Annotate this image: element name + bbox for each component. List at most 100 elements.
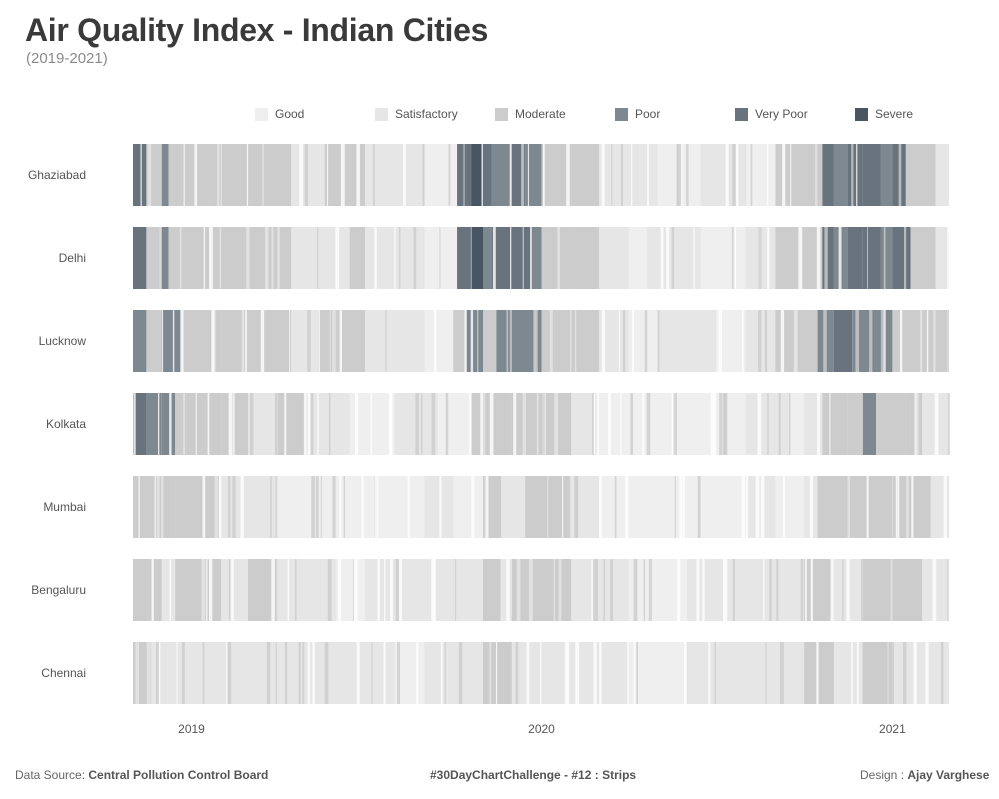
aqi-strip [466, 310, 483, 372]
aqi-day-line [755, 476, 760, 538]
aqi-day-line [183, 393, 185, 455]
aqi-strip [161, 559, 176, 621]
aqi-day-line [526, 642, 530, 704]
aqi-strip [277, 642, 307, 704]
aqi-day-line [413, 227, 417, 289]
aqi-day-line [415, 393, 419, 455]
aqi-day-line [914, 642, 917, 704]
aqi-day-line [509, 310, 512, 372]
aqi-day-line [592, 559, 596, 621]
aqi-day-line [395, 559, 400, 621]
aqi-day-line [657, 310, 660, 372]
aqi-day-line [943, 476, 947, 538]
aqi-day-line [484, 476, 486, 538]
aqi-day-line [194, 144, 198, 206]
aqi-day-line [847, 476, 850, 538]
aqi-strip [133, 227, 147, 289]
aqi-day-line [780, 310, 785, 372]
aqi-strip [657, 476, 716, 538]
aqi-strip [822, 393, 848, 455]
aqi-strip [745, 393, 789, 455]
aqi-day-line [883, 310, 886, 372]
aqi-day-line [431, 393, 436, 455]
aqi-strip [191, 227, 222, 289]
aqi-day-line [335, 227, 340, 289]
aqi-day-line [169, 393, 172, 455]
aqi-strip [336, 642, 366, 704]
aqi-strip [175, 476, 192, 538]
aqi-day-line [686, 144, 689, 206]
data-source-prefix: Data Source: [15, 768, 89, 782]
aqi-day-line [919, 310, 923, 372]
aqi-strip [277, 393, 307, 455]
aqi-day-line [140, 144, 142, 206]
aqi-day-line [925, 642, 929, 704]
aqi-day-line [385, 310, 387, 372]
aqi-day-line [621, 144, 623, 206]
aqi-day-line [684, 642, 687, 704]
aqi-strip [775, 144, 805, 206]
legend-label: Satisfactory [395, 107, 458, 121]
aqi-day-line [618, 310, 620, 372]
aqi-strip [483, 393, 512, 455]
aqi-strip [876, 393, 906, 455]
aqi-day-line [660, 227, 664, 289]
aqi-day-line [783, 476, 785, 538]
aqi-day-line [135, 642, 139, 704]
aqi-strip [161, 227, 169, 289]
aqi-day-line [544, 393, 546, 455]
design-prefix: Design : [860, 768, 908, 782]
aqi-day-line [260, 310, 265, 372]
aqi-day-line [161, 476, 164, 538]
aqi-day-line [371, 642, 373, 704]
aqi-day-line [226, 642, 228, 704]
aqi-day-line [647, 144, 649, 206]
aqi-strip [716, 476, 746, 538]
aqi-strip [775, 559, 805, 621]
aqi-day-line [603, 144, 605, 206]
aqi-strip [910, 227, 936, 289]
aqi-strip [324, 144, 350, 206]
aqi-strip [541, 476, 572, 538]
aqi-day-line [696, 559, 700, 621]
aqi-strip [483, 227, 492, 289]
aqi-strip [151, 642, 176, 704]
aqi-day-line [883, 227, 886, 289]
aqi-strip [133, 476, 176, 538]
aqi-day-line [228, 559, 231, 621]
aqi-day-line [470, 310, 474, 372]
aqi-day-line [471, 476, 475, 538]
aqi-strip [833, 310, 853, 372]
aqi-day-line [732, 559, 735, 621]
aqi-strip [146, 227, 162, 289]
aqi-day-line [516, 559, 521, 621]
aqi-day-line [823, 310, 827, 372]
aqi-day-line [767, 227, 770, 289]
aqi-day-line [713, 393, 716, 455]
aqi-day-line [183, 144, 185, 206]
aqi-day-line [757, 393, 762, 455]
aqi-day-line [439, 476, 442, 538]
aqi-day-line [361, 476, 364, 538]
aqi-day-line [867, 227, 868, 289]
aqi-day-line [596, 393, 601, 455]
aqi-day-line [489, 393, 494, 455]
aqi-day-line [708, 642, 711, 704]
aqi-day-line [271, 227, 274, 289]
data-source-name: Central Pollution Control Board [88, 768, 269, 782]
aqi-day-line [287, 559, 290, 621]
aqi-strip [146, 310, 162, 372]
aqi-day-line [723, 393, 727, 455]
aqi-strip [880, 144, 893, 206]
aqi-day-line [838, 227, 842, 289]
aqi-strip [424, 227, 458, 289]
aqi-day-line [892, 642, 894, 704]
aqi-strip [775, 310, 805, 372]
legend-swatch [855, 107, 868, 121]
aqi-strip [628, 642, 688, 704]
aqi-day-line [317, 227, 319, 289]
aqi-strip [306, 393, 350, 455]
aqi-day-line [855, 310, 859, 372]
aqi-strip [511, 559, 542, 621]
aqi-day-line [608, 393, 611, 455]
